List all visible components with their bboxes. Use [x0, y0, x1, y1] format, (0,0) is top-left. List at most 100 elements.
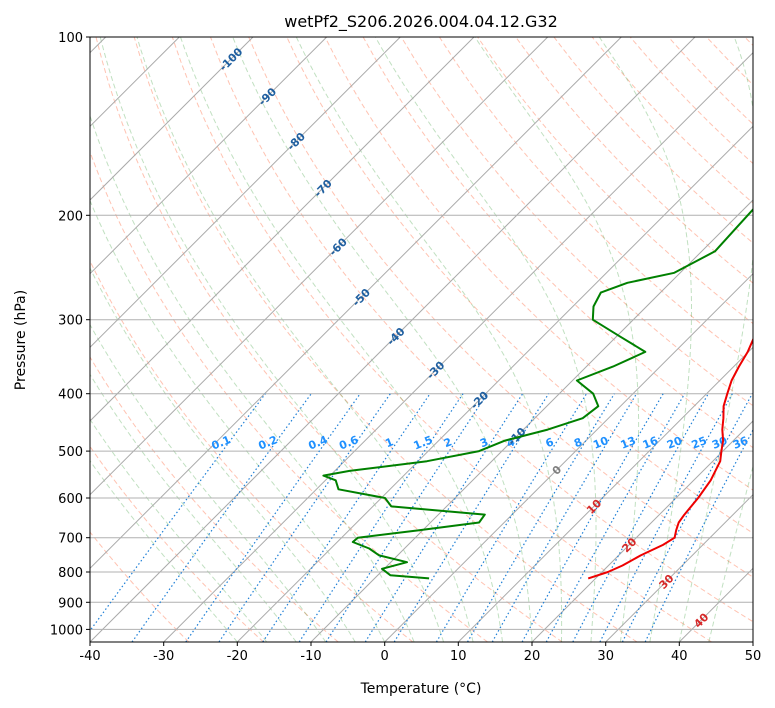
mixing-ratio-line [491, 393, 638, 642]
isotherm-line [90, 37, 696, 642]
x-tick-label: -40 [79, 649, 100, 664]
isotherm-line [90, 37, 328, 275]
moist-adiabat-line [136, 37, 474, 642]
x-tick-label: 10 [450, 649, 467, 664]
dry-adiabat-line [90, 445, 264, 642]
y-tick-label: 1000 [50, 623, 83, 638]
moist-adiabat-line [474, 37, 640, 642]
isobars-group [90, 37, 753, 630]
moist-adiabats-group [90, 37, 753, 642]
mixing-ratio-line [521, 393, 664, 642]
x-tick-label: 40 [671, 649, 688, 664]
dry-adiabat-line [400, 37, 753, 407]
x-tick-label: -30 [153, 649, 174, 664]
x-axis: -40 -30 -20 -10 0 10 20 30 40 50 [79, 642, 761, 664]
x-tick-label: -20 [227, 649, 248, 664]
x-tick-label: 30 [597, 649, 614, 664]
mixing-ratio-line [435, 393, 588, 642]
y-tick-label: 900 [58, 596, 83, 611]
moist-adiabat-line [708, 464, 753, 642]
isotherm-line [90, 37, 254, 201]
moist-adiabat-line [678, 37, 753, 642]
y-tick-label: 800 [58, 566, 83, 581]
isotherm-line [90, 37, 401, 349]
dewpoint-profile-line [322, 207, 753, 580]
mixing-ratio-line [545, 393, 686, 642]
isotherm-line [457, 346, 753, 642]
dry-adiabat-line [515, 37, 753, 284]
dry-adiabat-line [90, 150, 488, 642]
dry-adiabat-line [133, 37, 638, 642]
profiles-group [322, 207, 753, 580]
dry-adiabat-line [90, 531, 190, 642]
x-tick-label: 20 [524, 649, 541, 664]
moist-adiabat-line [90, 418, 268, 642]
isotherms-group [90, 37, 753, 642]
moist-adiabat-line [90, 267, 356, 642]
y-tick-label: 500 [58, 445, 83, 460]
x-tick-label: 50 [745, 649, 762, 664]
dry-adiabat-line [95, 37, 563, 642]
mixing-ratio-lines-group [90, 393, 753, 642]
moist-adiabat-line [90, 323, 327, 642]
y-tick-label: 700 [58, 532, 83, 547]
moist-adiabat-line [90, 459, 238, 642]
y-tick-label: 600 [58, 492, 83, 507]
moist-adiabat-line [374, 37, 597, 642]
dry-adiabat-line [324, 37, 753, 491]
moist-adiabat-line [90, 373, 297, 642]
isotherm-line [384, 272, 753, 642]
mixing-ratio-label: 30 [710, 434, 729, 452]
temperature-profile-line [587, 337, 753, 580]
x-tick-label: -10 [300, 649, 321, 664]
y-axis-label: Pressure (hPa) [13, 290, 29, 390]
chart-title: wetPf2_S206.2026.004.04.12.G32 [284, 12, 558, 32]
mixing-ratio-line [572, 393, 709, 642]
y-axis: 100 200 300 400 500 600 700 800 900 1000 [50, 31, 90, 638]
moist-adiabat-line [295, 37, 563, 642]
mixing-ratio-line [262, 393, 431, 642]
isotherm-line [310, 199, 753, 642]
x-tick-label: 0 [381, 649, 389, 664]
y-tick-label: 400 [58, 388, 83, 403]
dry-adiabat-line [171, 37, 712, 642]
mixing-ratio-label: 10 [591, 434, 610, 452]
mixing-ratio-line [466, 393, 615, 642]
moist-adiabat-line [99, 37, 445, 642]
isotherm-line [605, 493, 753, 642]
dry-adiabat-line [438, 37, 753, 366]
moist-adiabat-line [90, 199, 386, 642]
mixing-ratio-label: 8 [572, 435, 584, 450]
mixing-ratio-label: 25 [690, 434, 709, 452]
dry-adiabat-line [90, 356, 339, 642]
mixing-ratio-line [298, 393, 464, 642]
y-tick-label: 100 [58, 31, 83, 46]
mixing-ratio-line [364, 393, 524, 642]
isotherm-line [90, 37, 475, 422]
y-tick-label: 300 [58, 314, 83, 329]
mixing-ratio-label: 1 [383, 435, 395, 450]
moist-adiabat-line [598, 37, 692, 642]
isotherm-line [90, 37, 622, 570]
mixing-ratio-line [644, 428, 753, 642]
isotherm-line [90, 37, 549, 496]
mixing-ratio-label: 2 [442, 435, 454, 450]
isotherm-line [236, 125, 753, 642]
mixing-ratio-line [131, 393, 312, 642]
mixing-ratio-line [325, 393, 488, 642]
plot-frame [89, 36, 754, 643]
dry-adiabats-group [90, 37, 753, 642]
y-tick-label: 200 [58, 209, 83, 224]
plot-area [90, 37, 753, 642]
mixing-ratio-label: 20 [665, 434, 684, 452]
mixing-ratio-line [393, 393, 550, 642]
mixing-ratio-label: 13 [619, 434, 638, 452]
mixing-ratio-label: 16 [641, 434, 660, 452]
moist-adiabat-line [180, 37, 503, 642]
dry-adiabat-line [248, 37, 753, 578]
isotherm-line [531, 420, 753, 642]
moist-adiabat-line [232, 37, 533, 642]
mixing-ratio-label: 3 [478, 435, 490, 450]
x-axis-label: Temperature (°C) [360, 681, 482, 697]
